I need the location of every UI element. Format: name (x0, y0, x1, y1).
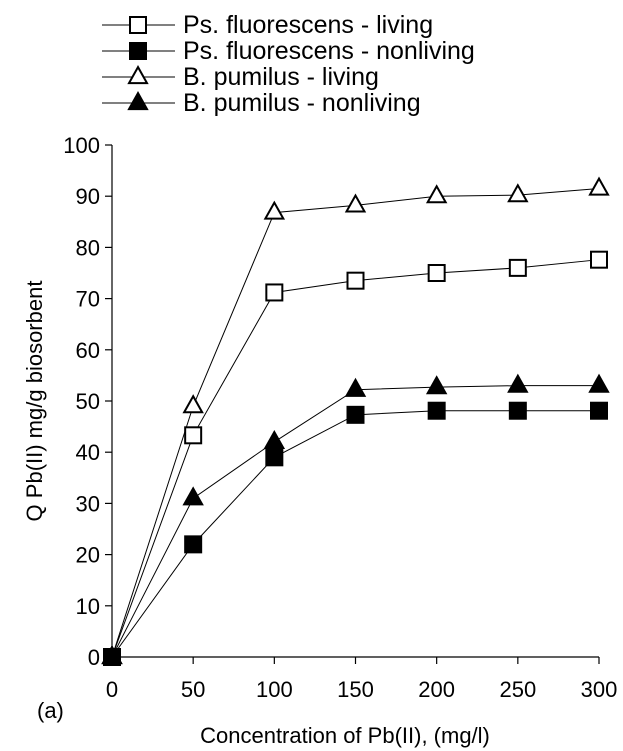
x-axis-label: Concentration of Pb(II), (mg/l) (200, 723, 490, 748)
panel-label: (a) (37, 698, 64, 723)
y-tick-label: 100 (63, 133, 100, 158)
y-tick-label: 0 (88, 645, 100, 670)
x-tick-label: 100 (256, 677, 293, 702)
data-point-b-pumilus-nonliving (425, 375, 448, 395)
data-point-ps-fluorescens-living (590, 250, 608, 269)
y-tick-label: 70 (76, 287, 100, 312)
y-axis-label: Q Pb(II) mg/g biosorbent (22, 281, 47, 522)
data-point-ps-fluorescens-living (427, 264, 446, 282)
x-tick-label: 250 (499, 677, 536, 702)
data-point-b-pumilus-living (182, 394, 204, 414)
y-ticks: 0 10 20 30 40 50 60 70 80 90 100 (63, 133, 112, 670)
y-tick-label: 30 (76, 491, 100, 516)
legend-label-ps-fluorescens-nonliving: Ps. fluorescens - nonliving (183, 37, 475, 65)
data-point-b-pumilus-nonliving (101, 645, 123, 665)
data-point-ps-fluorescens-living (184, 426, 203, 445)
legend-marker-ps-fluorescens-nonliving (129, 42, 147, 60)
series-line-ps-fluorescens-living (111, 259, 600, 658)
y-tick-label: 20 (76, 543, 100, 568)
legend-label-ps-fluorescens-living: Ps. fluorescens - living (183, 11, 433, 39)
legend-marker-b-pumilus-living (127, 65, 149, 85)
legend-label-b-pumilus-nonliving: B. pumilus - nonliving (183, 89, 421, 117)
series-line-ps-fluorescens-nonliving (111, 410, 599, 658)
data-point-b-pumilus-living (425, 184, 448, 204)
x-tick-label: 200 (418, 677, 455, 702)
y-tick-label: 60 (76, 338, 100, 363)
data-point-b-pumilus-living (344, 193, 367, 213)
y-tick-label: 40 (76, 440, 100, 465)
data-point-ps-fluorescens-nonliving (346, 405, 365, 424)
x-tick-label: 0 (106, 677, 118, 702)
legend-marker-ps-fluorescens-living (129, 16, 147, 34)
data-point-ps-fluorescens-nonliving (427, 401, 446, 420)
series-markers (101, 176, 610, 666)
legend-label-b-pumilus-living: B. pumilus - living (183, 63, 379, 91)
data-point-b-pumilus-nonliving (263, 430, 286, 450)
data-point-ps-fluorescens-nonliving (508, 401, 527, 420)
data-point-b-pumilus-nonliving (507, 373, 529, 393)
data-point-b-pumilus-nonliving (182, 486, 204, 506)
data-point-b-pumilus-living (588, 176, 610, 196)
x-tick-label: 300 (581, 677, 618, 702)
x-ticks: 0 50 100 150 200 250 300 (106, 657, 617, 702)
legend-marker-b-pumilus-nonliving (127, 91, 149, 111)
data-point-b-pumilus-living (263, 200, 286, 220)
y-tick-label: 80 (76, 235, 100, 260)
x-tick-label: 150 (337, 677, 374, 702)
data-point-ps-fluorescens-living (508, 258, 527, 277)
data-point-b-pumilus-living (507, 183, 529, 203)
data-point-ps-fluorescens-living (346, 271, 365, 290)
data-point-ps-fluorescens-nonliving (184, 535, 203, 554)
data-point-b-pumilus-nonliving (344, 377, 367, 397)
data-point-ps-fluorescens-nonliving (590, 401, 608, 420)
data-point-ps-fluorescens-living (265, 283, 284, 302)
y-tick-label: 90 (76, 184, 100, 209)
axes (111, 145, 599, 658)
data-point-ps-fluorescens-nonliving (265, 448, 284, 467)
y-tick-label: 50 (76, 389, 100, 414)
data-point-b-pumilus-nonliving (588, 373, 610, 393)
x-tick-label: 50 (181, 677, 205, 702)
y-tick-label: 10 (76, 594, 100, 619)
